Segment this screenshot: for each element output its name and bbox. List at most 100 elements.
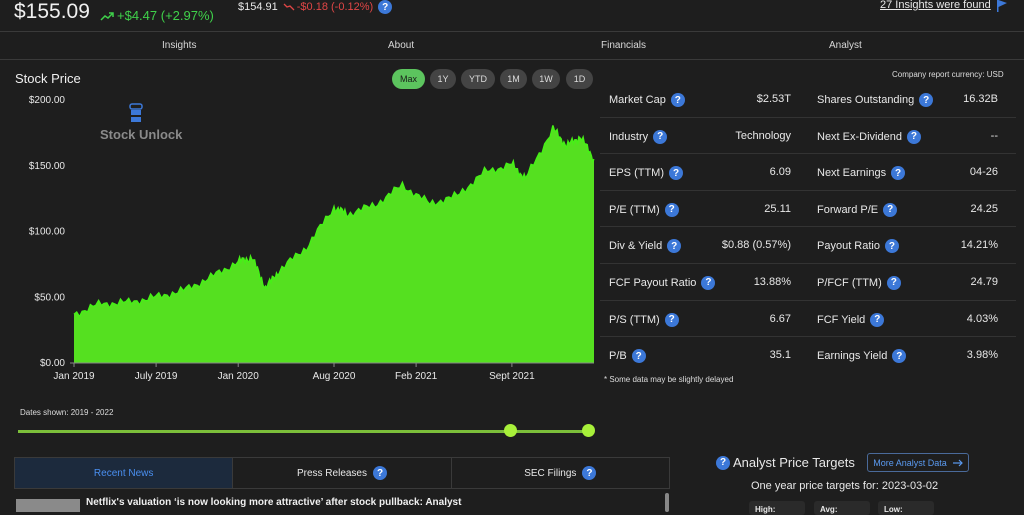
help-icon[interactable]: ? — [664, 312, 679, 327]
currency-note: Company report currency: USD — [892, 70, 1004, 79]
help-icon[interactable]: ? — [631, 349, 646, 364]
metrics-row: Market Cap? $2.53T Shares Outstanding? 16.3… — [600, 81, 1016, 118]
news-item[interactable]: Netflix's valuation ‘is now looking more… — [14, 497, 670, 512]
help-icon[interactable]: ? — [883, 202, 898, 217]
help-icon[interactable]: ? — [884, 239, 899, 254]
metric-value: -- — [990, 129, 998, 142]
metric-label: Industry? — [609, 129, 668, 144]
tab-sec-filings[interactable]: SEC Filings? — [452, 458, 669, 488]
x-tick-label: July 2019 — [135, 371, 178, 382]
range-1m-button[interactable]: 1M — [500, 69, 527, 89]
help-icon[interactable]: ? — [373, 466, 387, 480]
analyst-title-text: Analyst Price Targets — [733, 455, 855, 470]
help-icon[interactable]: ? — [870, 312, 885, 327]
more-analyst-data-button[interactable]: More Analyst Data — [867, 453, 969, 472]
help-icon[interactable]: ? — [919, 93, 934, 107]
tab-recent-news[interactable]: Recent News — [15, 458, 234, 488]
range-ytd-button[interactable]: YTD — [461, 69, 495, 89]
metric-value: 24.25 — [970, 202, 998, 215]
range-1d-button[interactable]: 1D — [566, 69, 593, 89]
help-icon[interactable]: ? — [906, 129, 921, 144]
tab-press-releases[interactable]: Press Releases? — [233, 458, 452, 488]
help-icon[interactable]: ? — [653, 129, 668, 144]
help-icon[interactable]: ? — [892, 349, 907, 364]
metric-label: P/FCF (TTM)? — [817, 275, 901, 290]
y-tick-label: $0.00 — [40, 358, 65, 369]
x-tick-label: Aug 2020 — [313, 371, 356, 382]
date-range-slider[interactable] — [18, 430, 594, 433]
flag-icon[interactable] — [996, 0, 1008, 12]
range-1y-button[interactable]: 1Y — [430, 69, 456, 89]
tab-insights[interactable]: Insights — [162, 40, 197, 51]
metric-label: P/S (TTM)? — [609, 312, 679, 327]
metrics-row: P/B? 35.1 Earnings Yield? 3.98% — [600, 337, 1016, 374]
after-hours-quote: $154.91 -$0.18 (-0.12%) ? — [238, 0, 393, 14]
delayed-note: * Some data may be slightly delayed — [604, 375, 734, 384]
tab-sec-filings-label: SEC Filings — [524, 467, 577, 479]
metric-label: Shares Outstanding? — [817, 93, 934, 107]
help-icon[interactable]: ? — [891, 166, 906, 181]
quote-header: $155.09 +$4.47 (+2.97%) $154.91 -$0.18 (… — [0, 0, 1024, 32]
help-icon[interactable]: ? — [716, 455, 730, 470]
metrics-row: FCF Payout Ratio? 13.88% P/FCF (TTM)? 24.79 — [600, 264, 1016, 301]
help-icon[interactable]: ? — [667, 239, 682, 254]
target-low-box: Low: — [878, 501, 934, 515]
stock-price-chart[interactable]: $0.00 $50.00 $100.00 $150.00 $200.00 Jan 201… — [0, 92, 600, 384]
price-change-text: +$4.47 (+2.97%) — [117, 8, 214, 23]
current-price: $155.09 — [14, 0, 90, 23]
y-tick-label: $100.00 — [29, 227, 66, 238]
target-avg-box: Avg: — [814, 501, 870, 515]
metric-value: Technology — [735, 129, 791, 142]
metric-label: FCF Payout Ratio? — [609, 275, 716, 290]
x-tick-label: Jan 2020 — [218, 371, 260, 382]
metric-value: 16.32B — [963, 93, 998, 105]
metrics-row: P/S (TTM)? 6.67 FCF Yield? 4.03% — [600, 301, 1016, 338]
metric-label: Next Ex-Dividend? — [817, 129, 921, 144]
analyst-price-targets-title: ? Analyst Price Targets — [716, 455, 855, 470]
price-change: +$4.47 (+2.97%) — [100, 8, 214, 23]
date-range-end-handle[interactable] — [582, 424, 595, 437]
help-icon[interactable]: ? — [378, 0, 393, 14]
help-icon[interactable]: ? — [670, 93, 685, 107]
metrics-row: Industry? Technology Next Ex-Dividend? -- — [600, 118, 1016, 155]
one-year-targets-label: One year price targets for: 2023-03-02 — [751, 480, 939, 492]
help-icon[interactable]: ? — [886, 275, 901, 290]
metric-value: 14.21% — [960, 239, 998, 252]
tab-about[interactable]: About — [388, 40, 415, 51]
main-tabs: Insights About Financials Analyst — [0, 32, 1024, 60]
help-icon[interactable]: ? — [582, 466, 597, 480]
after-hours-change: -$0.18 (-0.12%) — [283, 1, 373, 13]
range-max-button[interactable]: Max — [392, 69, 425, 89]
help-icon[interactable]: ? — [669, 166, 683, 181]
price-area — [74, 125, 594, 364]
metric-value: 35.1 — [769, 349, 791, 362]
dates-shown-label: Dates shown: 2019 - 2022 — [20, 408, 114, 417]
x-tick-label: Jan 2019 — [53, 371, 95, 382]
help-icon[interactable]: ? — [701, 275, 716, 290]
tab-press-releases-label: Press Releases — [296, 467, 367, 479]
metric-value: 04-26 — [969, 166, 998, 179]
price-line — [73, 125, 595, 319]
metric-label: Next Earnings? — [817, 166, 906, 181]
target-high-label: High: — [755, 505, 776, 514]
help-icon[interactable]: ? — [664, 202, 679, 217]
metric-label: Payout Ratio? — [817, 239, 899, 254]
lock-icon — [129, 103, 143, 122]
metric-value: 25.11 — [764, 202, 791, 215]
more-analyst-data-label: More Analyst Data — [873, 457, 947, 468]
insights-found-link[interactable]: 27 Insights were found — [880, 0, 991, 11]
metric-label: Market Cap? — [609, 93, 685, 107]
key-metrics-table: Market Cap? $2.53T Shares Outstanding? 16.3… — [600, 81, 1016, 374]
metric-label: Earnings Yield? — [817, 349, 907, 364]
range-1w-button[interactable]: 1W — [532, 69, 560, 89]
news-scrollbar[interactable] — [665, 493, 669, 512]
after-hours-price: $154.91 — [238, 1, 278, 13]
tab-recent-news-label: Recent News — [93, 467, 154, 479]
news-title[interactable]: Netflix's valuation ‘is now looking more… — [86, 497, 462, 508]
tab-financials[interactable]: Financials — [601, 40, 647, 51]
metric-value: 6.09 — [769, 166, 791, 179]
y-tick-label: $200.00 — [29, 95, 66, 106]
metrics-row: EPS (TTM)? 6.09 Next Earnings? 04-26 — [600, 154, 1016, 191]
tab-analyst[interactable]: Analyst — [829, 40, 862, 51]
date-range-start-handle[interactable] — [504, 424, 517, 437]
